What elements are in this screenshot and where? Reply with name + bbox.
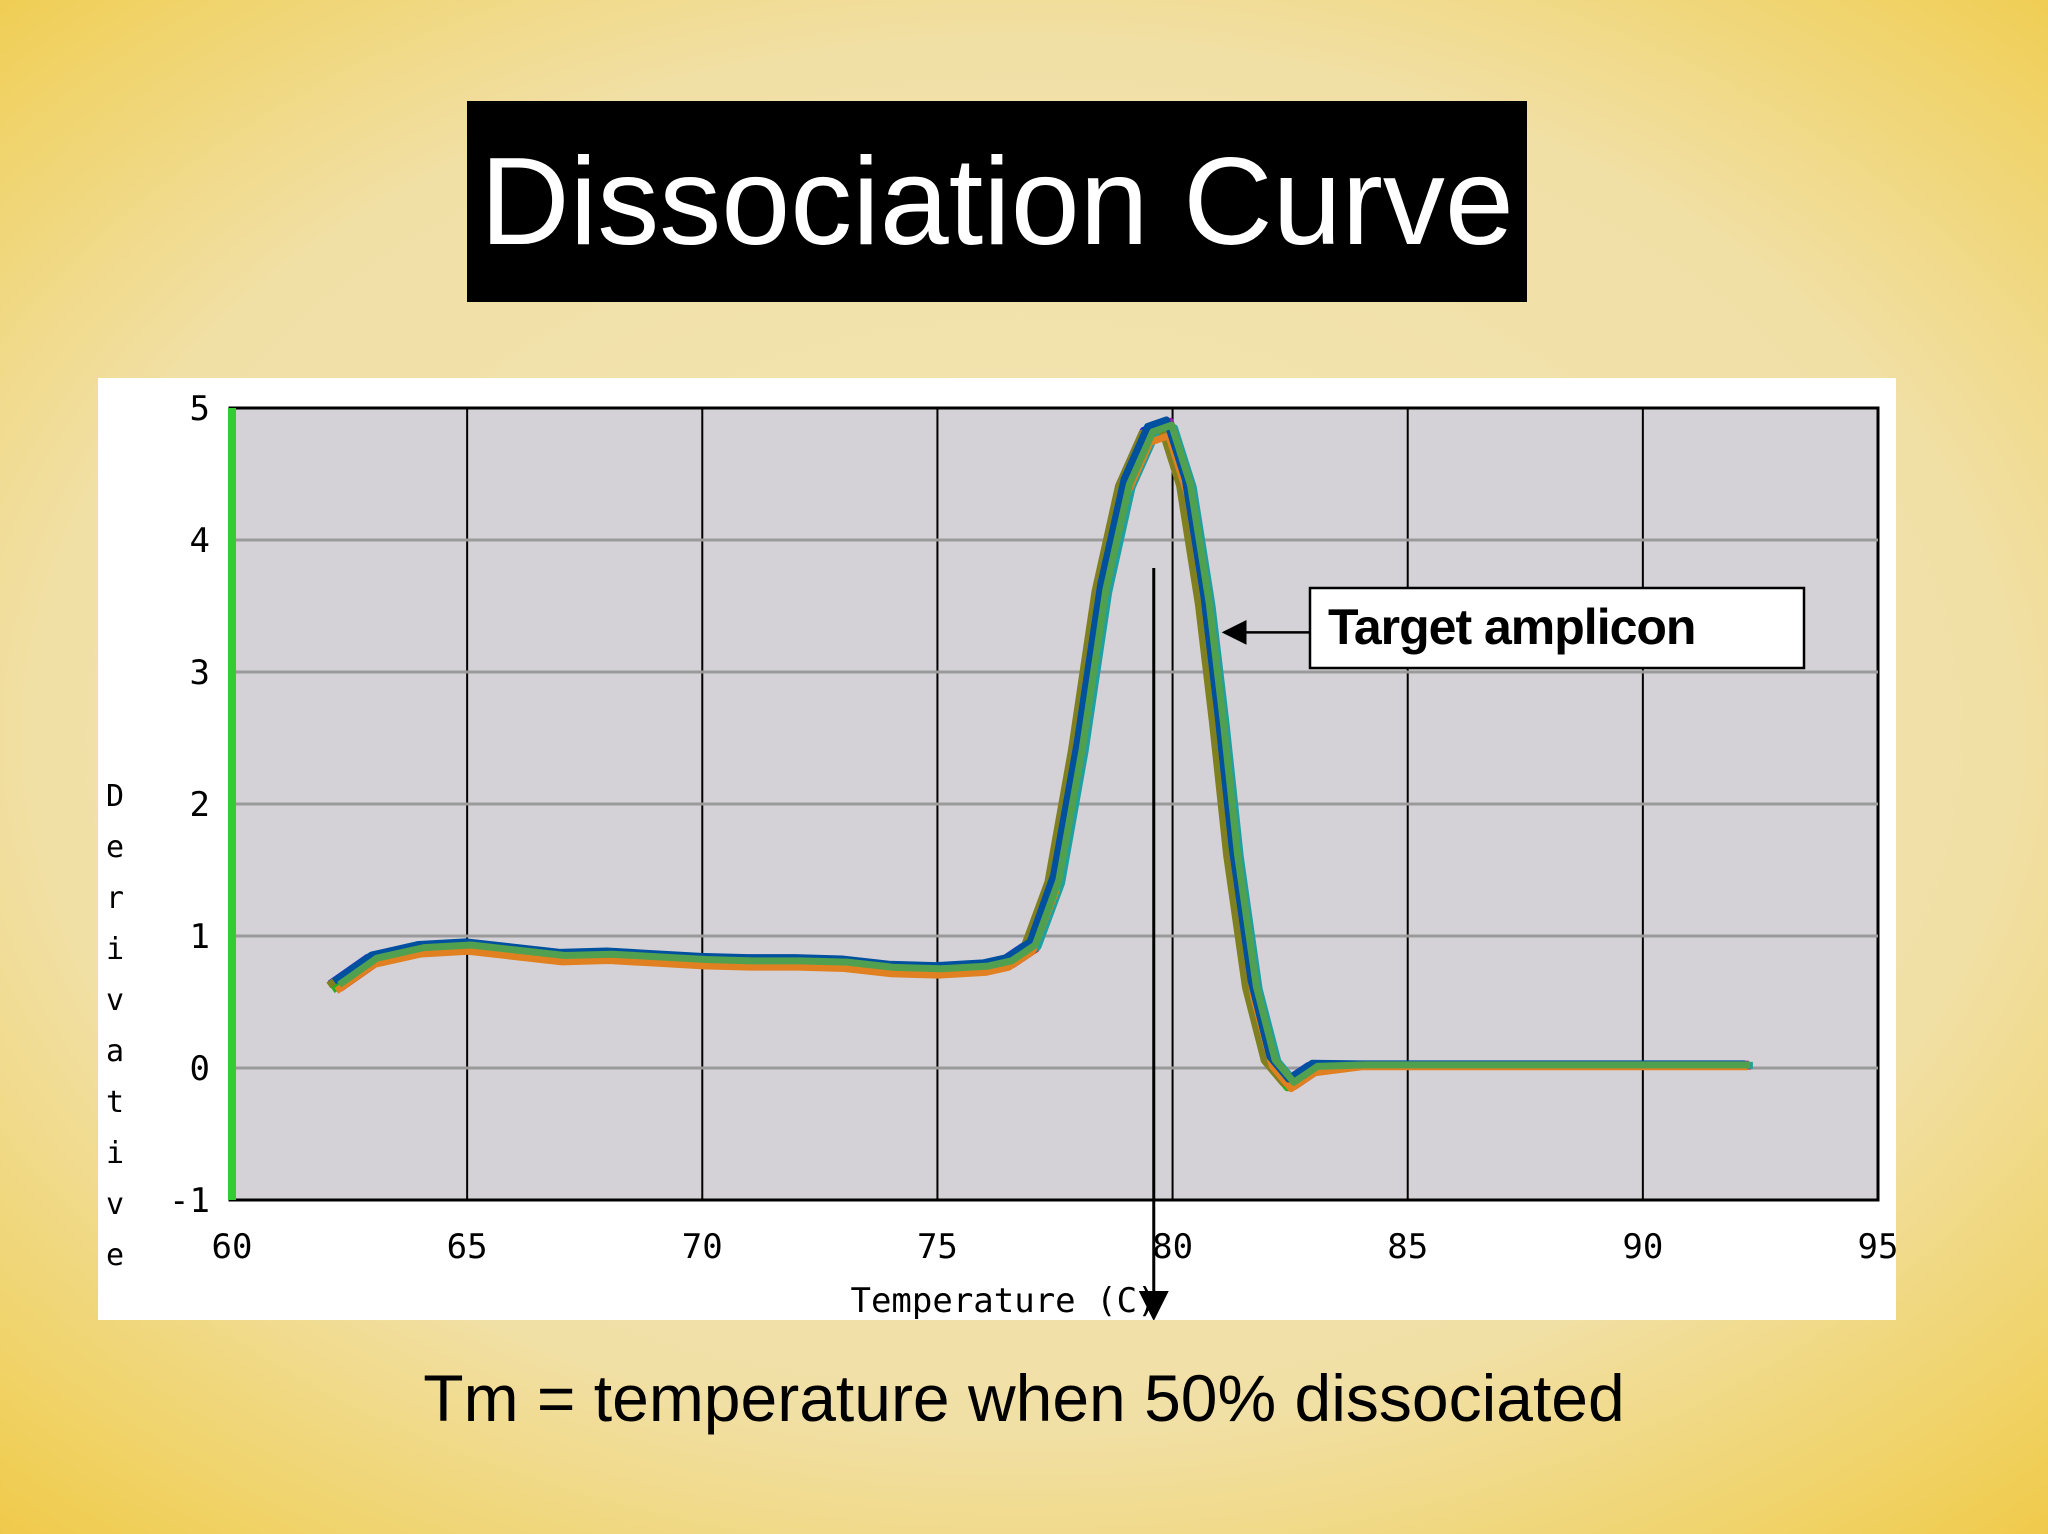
- y-tick-label: 5: [190, 389, 210, 429]
- slide-title: Dissociation Curve: [467, 101, 1527, 302]
- x-tick-label: 85: [1387, 1227, 1428, 1267]
- y-axis-label-letter: t: [106, 1085, 124, 1120]
- y-tick-label: 0: [190, 1049, 210, 1089]
- y-tick-label: 1: [190, 917, 210, 957]
- y-axis-label-letter: i: [106, 1136, 124, 1171]
- y-tick-label: 4: [190, 521, 210, 561]
- x-tick-label: 95: [1858, 1227, 1896, 1267]
- y-axis-label-letter: r: [106, 881, 124, 916]
- y-axis-label-letter: v: [106, 1187, 124, 1222]
- y-axis-label-letter: e: [106, 1238, 124, 1273]
- target-amplicon-label: Target amplicon: [1328, 599, 1695, 655]
- x-tick-label: 75: [917, 1227, 958, 1267]
- y-tick-label: -1: [169, 1181, 210, 1221]
- y-axis-label-letter: v: [106, 983, 124, 1018]
- x-tick-label: 90: [1622, 1227, 1663, 1267]
- y-tick-label: 3: [190, 653, 210, 693]
- tick-labels: 60 65 70 75 80 85 90 95 5 4 3 2 1 0 -1: [169, 389, 1896, 1267]
- tm-caption: Tm = temperature when 50% dissociated: [423, 1361, 1625, 1435]
- target-amplicon-callout-box: [1308, 586, 1806, 670]
- y-axis-label-letter: i: [106, 932, 124, 967]
- series-layer: [326, 416, 1753, 1093]
- x-tick-label: 60: [212, 1227, 253, 1267]
- y-tick-label: 2: [190, 785, 210, 825]
- x-tick-label: 70: [682, 1227, 723, 1267]
- x-axis-label: Temperature (C): [850, 1281, 1157, 1320]
- x-tick-label: 80: [1152, 1227, 1193, 1267]
- y-axis-bar: [228, 408, 236, 1200]
- y-axis-label-letter: e: [106, 830, 124, 865]
- y-axis-label-letter: D: [106, 779, 124, 814]
- y-axis-label-letter: a: [106, 1034, 124, 1069]
- melt-curve-replicate: [337, 421, 1751, 1086]
- x-tick-label: 65: [447, 1227, 488, 1267]
